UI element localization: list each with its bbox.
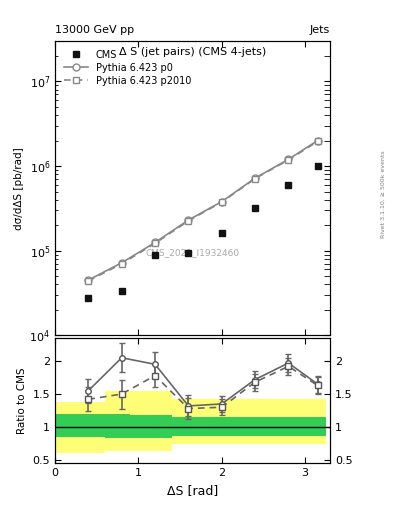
Bar	[55, 414, 105, 437]
Bar	[205, 417, 239, 436]
Y-axis label: Ratio to CMS: Ratio to CMS	[17, 367, 27, 434]
Bar	[130, 415, 172, 438]
Text: Jets: Jets	[310, 25, 330, 35]
Bar	[55, 402, 105, 454]
Text: CMS_2021_I1932460: CMS_2021_I1932460	[145, 248, 240, 258]
Bar	[272, 399, 305, 443]
Text: Rivet 3.1.10, ≥ 500k events: Rivet 3.1.10, ≥ 500k events	[381, 151, 386, 239]
X-axis label: ΔS [rad]: ΔS [rad]	[167, 484, 218, 497]
Bar	[172, 399, 205, 443]
Text: Δ S (jet pairs) (CMS 4-jets): Δ S (jet pairs) (CMS 4-jets)	[119, 47, 266, 57]
Bar	[305, 399, 326, 443]
Bar	[130, 391, 172, 452]
Bar	[205, 399, 239, 443]
Bar	[172, 417, 205, 436]
Bar	[239, 417, 272, 436]
Bar	[305, 417, 326, 436]
Bar	[105, 391, 130, 452]
Bar	[105, 414, 130, 438]
Legend: CMS, Pythia 6.423 p0, Pythia 6.423 p2010: CMS, Pythia 6.423 p0, Pythia 6.423 p2010	[60, 46, 195, 90]
Y-axis label: dσ/dΔS [pb/rad]: dσ/dΔS [pb/rad]	[14, 147, 24, 229]
Bar	[272, 417, 305, 436]
Text: 13000 GeV pp: 13000 GeV pp	[55, 25, 134, 35]
Bar	[239, 399, 272, 443]
